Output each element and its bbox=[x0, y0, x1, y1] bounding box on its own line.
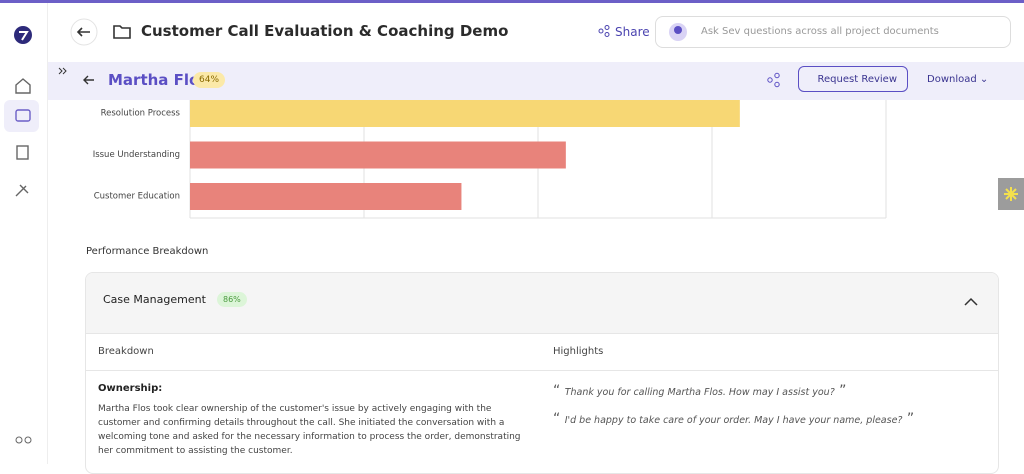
column-header: Breakdown bbox=[98, 346, 154, 357]
y-tick-label: Customer Education bbox=[94, 192, 180, 202]
bar bbox=[190, 183, 462, 210]
agent-name: Martha Flos bbox=[108, 71, 209, 89]
header-icons bbox=[70, 18, 131, 46]
page: Customer Call Evaluation & Coaching Demo… bbox=[0, 0, 1024, 464]
request-review-button[interactable]: Request Review bbox=[798, 66, 908, 92]
project-title: Customer Call Evaluation & Coaching Demo bbox=[141, 22, 509, 40]
score-chart: Resolution Process Issue Understanding Cus… bbox=[93, 100, 887, 219]
share-icon[interactable] bbox=[766, 72, 782, 88]
highlight-quote: I'd be happy to take care of your order.… bbox=[553, 411, 914, 427]
share-button[interactable]: Share bbox=[598, 25, 650, 39]
top-accent bbox=[0, 0, 1024, 3]
card-header[interactable]: Case Management 86% bbox=[86, 273, 998, 334]
section-title: Performance Breakdown bbox=[86, 246, 209, 257]
request-review-label: Request Review bbox=[817, 74, 897, 85]
column-header: Highlights bbox=[553, 346, 604, 357]
avatar bbox=[669, 23, 687, 41]
sidebar-icons bbox=[4, 26, 39, 444]
bar bbox=[190, 100, 740, 127]
highlight-text: I'd be happy to take care of your order.… bbox=[564, 415, 903, 426]
column-headers: Breakdown Highlights bbox=[86, 333, 998, 371]
header bbox=[48, 3, 1024, 62]
row-text: Martha Flos took clear ownership of the … bbox=[98, 404, 521, 456]
download-button[interactable]: Download ⌄ bbox=[927, 74, 989, 85]
bar bbox=[190, 141, 566, 169]
card-title: Case Management bbox=[103, 293, 206, 306]
row-label: Ownership: bbox=[98, 383, 163, 394]
agent-score: 64% bbox=[193, 72, 226, 88]
breakdown-card: Case Management 86% Breakdown Highlights… bbox=[85, 272, 999, 474]
card-score: 86% bbox=[217, 292, 247, 307]
subheader-icons bbox=[58, 67, 94, 85]
download-label: Download bbox=[927, 74, 977, 85]
y-tick-label: Resolution Process bbox=[101, 109, 181, 119]
share-label: Share bbox=[615, 25, 650, 39]
y-tick-label: Issue Understanding bbox=[93, 150, 180, 160]
sidebar bbox=[0, 3, 48, 464]
highlight-text: Thank you for calling Martha Flos. How m… bbox=[564, 387, 835, 398]
search-box[interactable]: Ask Sev questions across all project doc… bbox=[655, 16, 1011, 48]
assistant-widget[interactable] bbox=[998, 178, 1024, 210]
highlight-quote: Thank you for calling Martha Flos. How m… bbox=[553, 383, 846, 399]
search-placeholder: Ask Sev questions across all project doc… bbox=[701, 26, 939, 37]
